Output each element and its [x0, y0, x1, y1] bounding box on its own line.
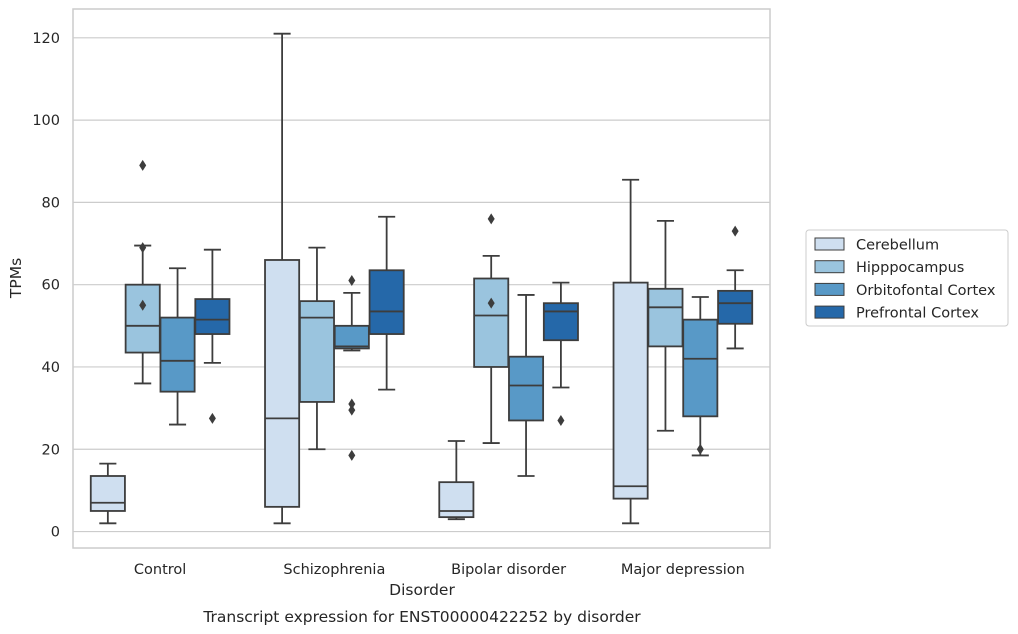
legend-label: Prefrontal Cortex: [856, 306, 979, 322]
legend-swatch: [814, 282, 845, 296]
iqr-box: [612, 281, 649, 500]
iqr-box: [298, 300, 335, 403]
outlier-point: [487, 297, 495, 309]
box-prefrontal-cortex: [368, 215, 405, 391]
y-tick-labels: 0 20 40 60 80 100 120: [32, 31, 60, 541]
x-tick-labels: Control Schizophrenia Bipolar disorder Majo…: [134, 562, 745, 578]
x-tick-label: Bipolar disorder: [451, 562, 566, 578]
iqr-box: [333, 324, 370, 350]
box-cerebellum: [89, 462, 126, 525]
chart-caption: Transcript expression for ENST0000042225…: [202, 608, 641, 626]
legend-label: Hipppocampus: [856, 260, 964, 276]
outlier-point: [731, 225, 739, 237]
box-cerebellum: [438, 440, 475, 521]
box-hipppocampus: [473, 213, 510, 444]
box-orbitofontal-cortex: [333, 275, 370, 461]
outlier-point: [348, 398, 356, 410]
y-tick-label: 120: [32, 31, 60, 47]
plot-frame: [72, 8, 771, 549]
iqr-box: [124, 283, 161, 354]
y-axis-label: TPMs: [7, 258, 25, 299]
box-cerebellum: [264, 32, 301, 525]
iqr-box: [438, 481, 475, 519]
box-hipppocampus: [298, 246, 335, 451]
outlier-point: [348, 275, 356, 287]
legend-items: Cerebellum Hipppocampus Orbitofontal Corte…: [814, 237, 996, 322]
x-tick-label: Control: [134, 562, 186, 578]
outlier-point: [557, 414, 565, 426]
outlier-point: [348, 449, 356, 461]
x-tick-label: Schizophrenia: [283, 562, 385, 578]
y-tick-label: 100: [32, 113, 60, 129]
box-orbitofontal-cortex: [682, 296, 719, 457]
box-hipppocampus: [647, 219, 684, 432]
y-tick-label: 20: [42, 442, 60, 458]
iqr-box: [542, 302, 579, 342]
outlier-point: [696, 443, 704, 455]
legend-label: Cerebellum: [856, 238, 939, 254]
box-plot-boxes: [89, 32, 754, 525]
iqr-box: [508, 355, 545, 422]
y-tick-label: 40: [42, 360, 60, 376]
iqr-box: [194, 298, 231, 335]
box-prefrontal-cortex: [717, 225, 754, 350]
iqr-box: [89, 475, 126, 512]
iqr-box: [264, 259, 301, 508]
iqr-box: [717, 289, 754, 325]
legend-label: Orbitofontal Cortex: [856, 283, 996, 299]
box-orbitofontal-cortex: [159, 267, 196, 426]
legend-swatch: [814, 305, 845, 319]
iqr-box: [368, 269, 405, 335]
iqr-box: [647, 287, 684, 348]
x-tick-label: Major depression: [621, 562, 745, 578]
outlier-point: [208, 412, 216, 424]
y-tick-label: 80: [42, 195, 60, 211]
box-prefrontal-cortex: [542, 281, 579, 426]
box-hipppocampus: [124, 159, 161, 385]
y-tick-label: 0: [51, 525, 60, 541]
x-axis-label: Disorder: [389, 581, 455, 599]
legend: Cerebellum Hipppocampus Orbitofontal Corte…: [805, 229, 1009, 327]
y-tick-label: 60: [42, 278, 60, 294]
outlier-point: [487, 213, 495, 225]
iqr-box: [682, 318, 719, 418]
outlier-point: [139, 299, 147, 311]
legend-swatch: [814, 237, 845, 251]
box-prefrontal-cortex: [194, 248, 231, 424]
box-orbitofontal-cortex: [508, 294, 545, 477]
legend-swatch: [814, 260, 845, 274]
outlier-point: [348, 404, 356, 416]
outlier-point: [139, 159, 147, 171]
iqr-box: [159, 316, 196, 393]
legend-frame: [805, 229, 1009, 327]
outlier-point: [139, 242, 147, 254]
iqr-box: [473, 277, 510, 368]
box-cerebellum: [612, 178, 649, 525]
